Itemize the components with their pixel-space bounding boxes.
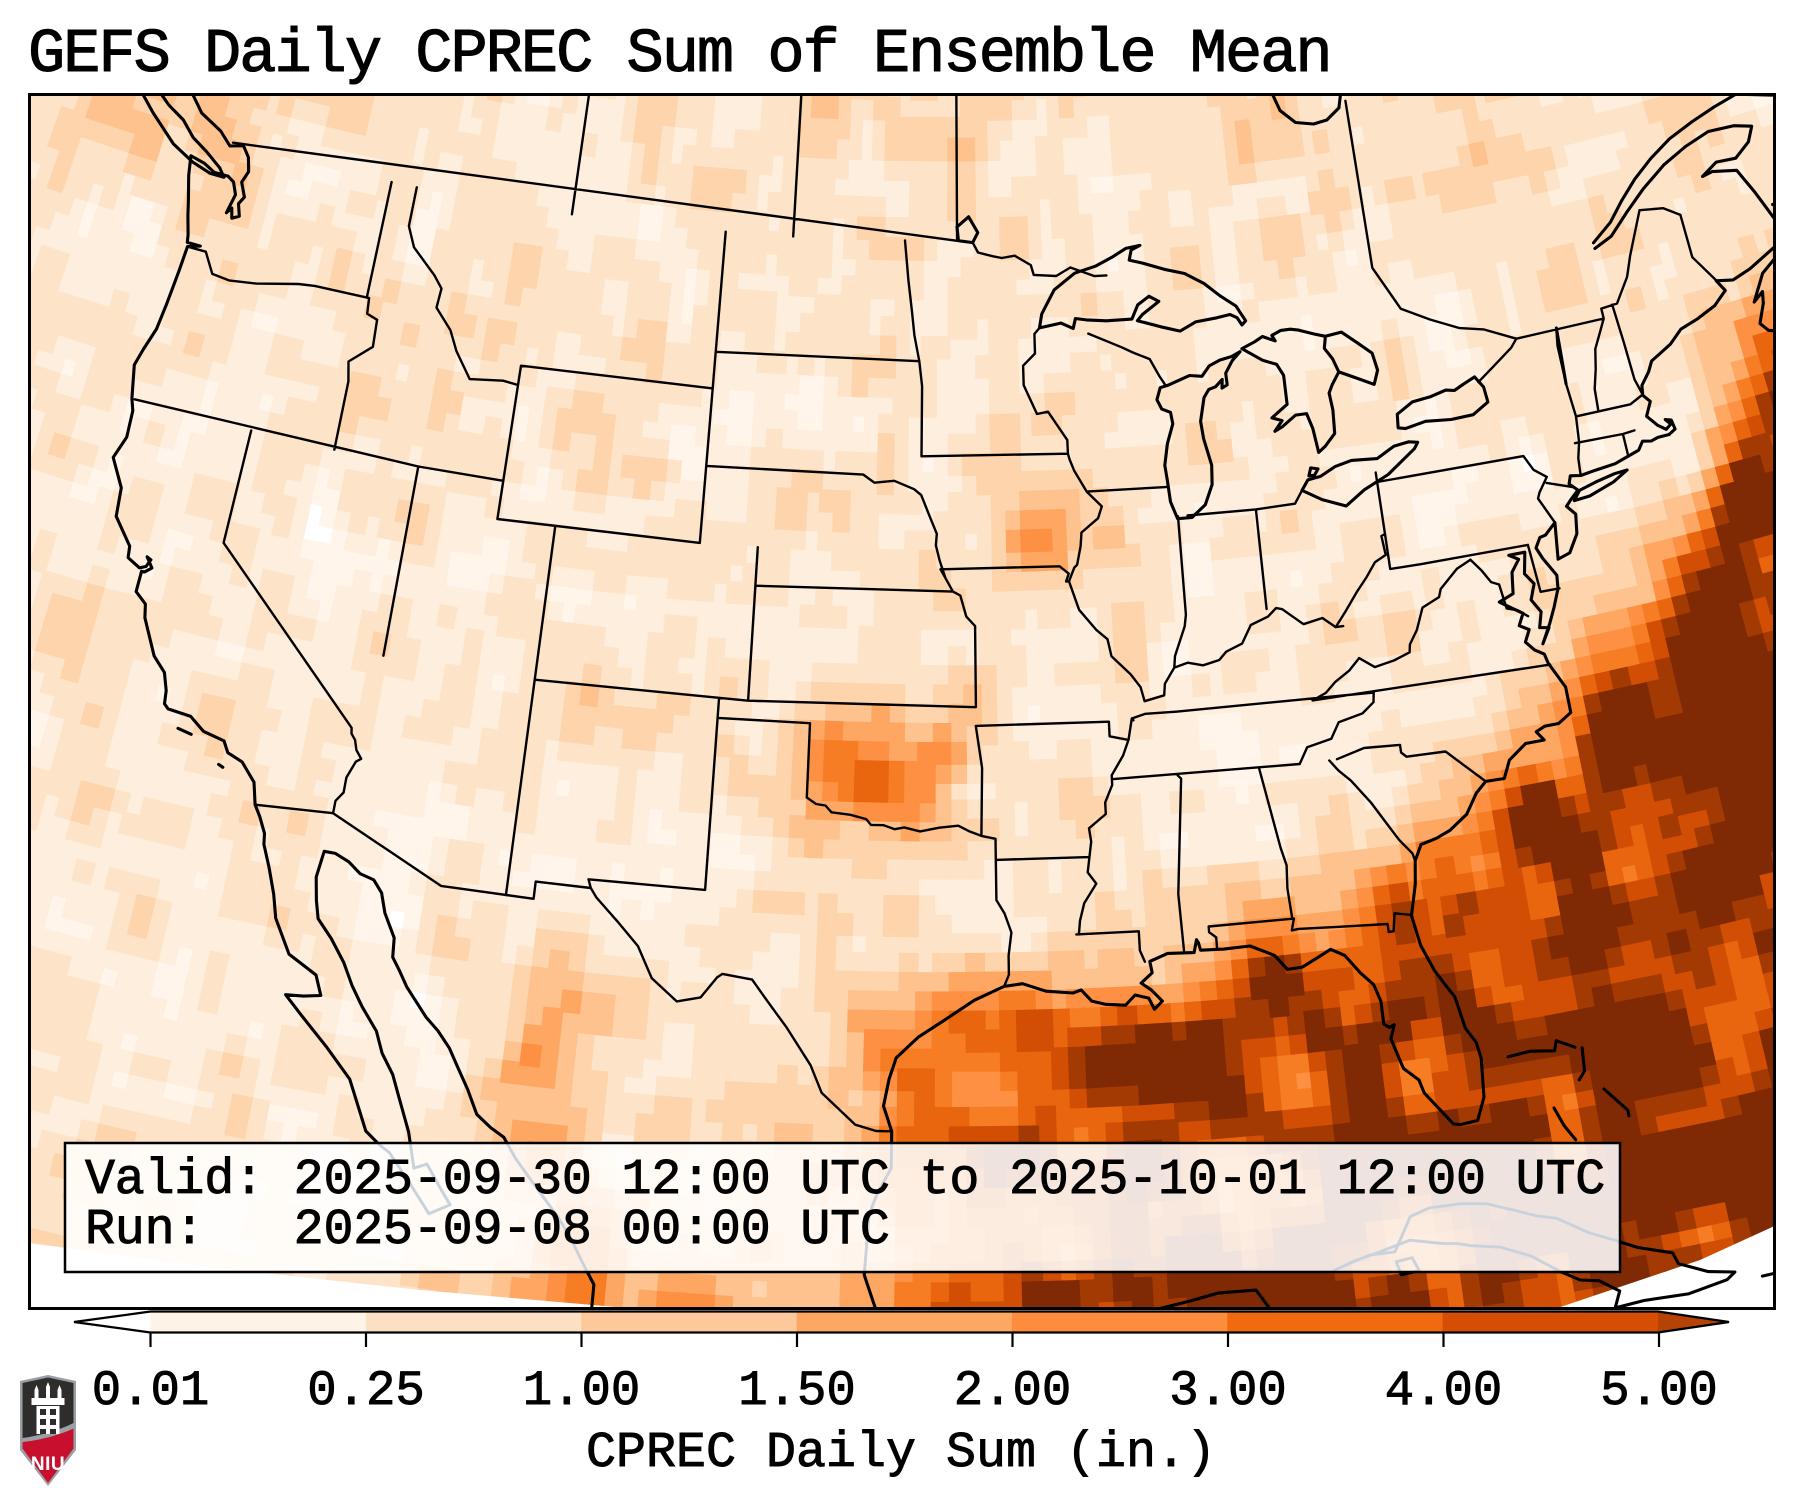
svg-text:1.50: 1.50 bbox=[738, 1363, 856, 1419]
svg-text:Valid: 2025-09-30 12:00 UTC to: Valid: 2025-09-30 12:00 UTC to 2025-10-0… bbox=[85, 1152, 1605, 1209]
svg-text:1.00: 1.00 bbox=[523, 1363, 641, 1419]
svg-text:5.00: 5.00 bbox=[1600, 1363, 1718, 1419]
svg-text:3.00: 3.00 bbox=[1169, 1363, 1287, 1419]
svg-text:Run: 2025-09-08 00:00 UTC: Run: 2025-09-08 00:00 UTC bbox=[85, 1202, 890, 1259]
svg-text:CPREC Daily Sum (in.): CPREC Daily Sum (in.) bbox=[586, 1425, 1216, 1482]
svg-text:0.25: 0.25 bbox=[307, 1363, 425, 1419]
svg-text:0.01: 0.01 bbox=[92, 1363, 210, 1419]
svg-text:NIU: NIU bbox=[31, 1454, 65, 1475]
svg-text:GEFS Daily CPREC Sum of Ensemb: GEFS Daily CPREC Sum of Ensemble Mean bbox=[28, 19, 1331, 90]
svg-text:4.00: 4.00 bbox=[1385, 1363, 1503, 1419]
svg-text:2.00: 2.00 bbox=[954, 1363, 1072, 1419]
